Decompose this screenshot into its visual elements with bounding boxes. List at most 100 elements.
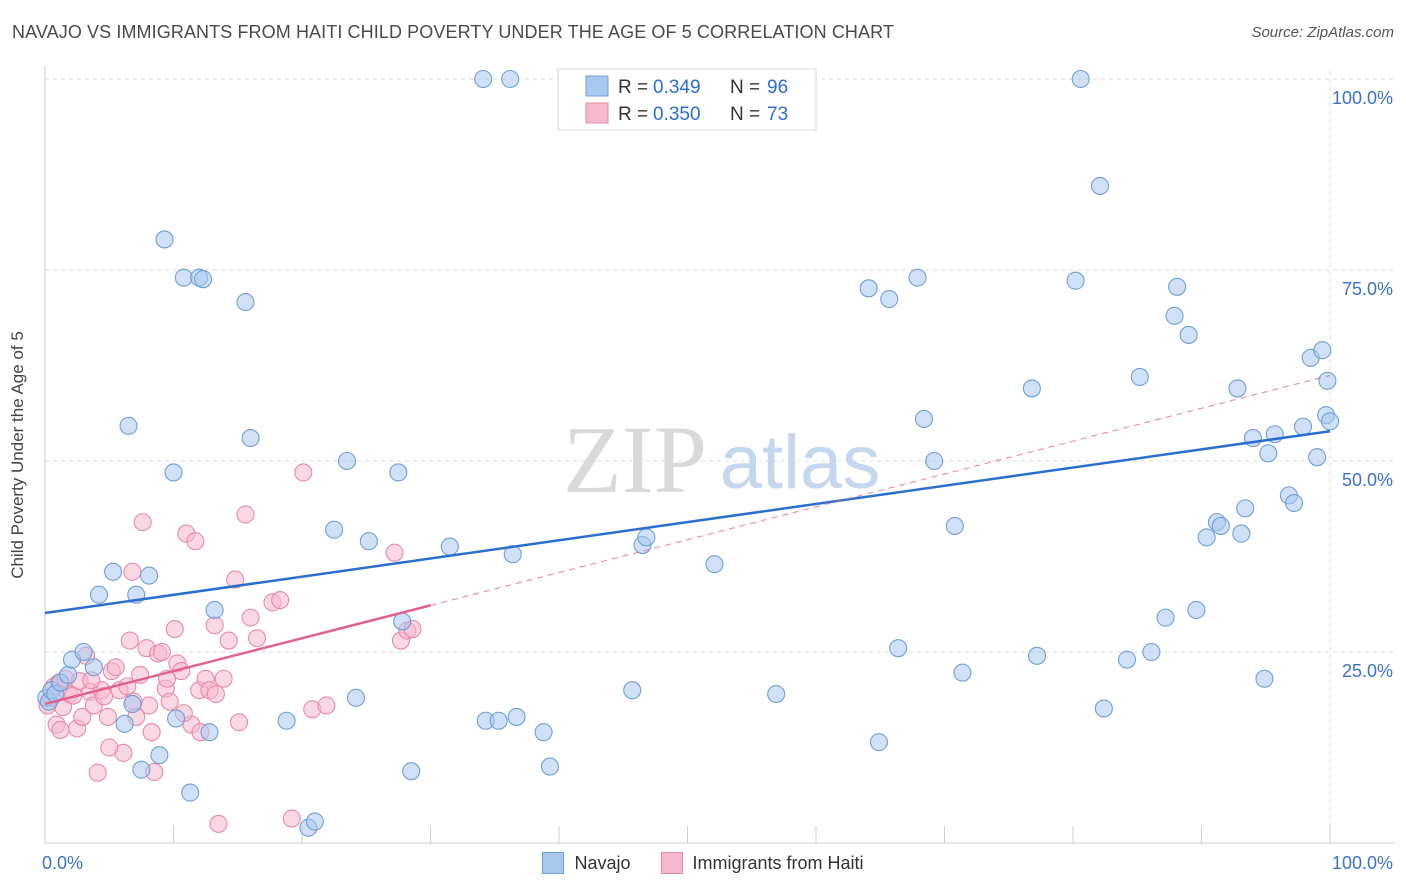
navajo-point-59 <box>914 409 933 429</box>
stats-legend-r-value-navajo: 0.349 <box>653 77 701 98</box>
navajo-point-33 <box>337 451 357 471</box>
bottom-legend: Navajo Immigrants from Haiti <box>0 852 1406 874</box>
haiti-point-38 <box>186 532 205 551</box>
navajo-point-55 <box>869 733 889 752</box>
navajo-point-42 <box>489 711 508 730</box>
navajo-point-46 <box>534 723 553 742</box>
stats-legend: R = 0.349 N = 96 R = 0.350 N = 73 <box>557 68 817 131</box>
navajo-point-12 <box>119 416 138 435</box>
legend-item-navajo[interactable]: Navajo <box>542 852 631 874</box>
stats-legend-n-value-haiti: 73 <box>767 104 788 125</box>
navajo-point-69 <box>1117 650 1137 669</box>
navajo-point-79 <box>1211 516 1230 535</box>
navajo-point-72 <box>1156 608 1175 627</box>
navajo-point-84 <box>1255 669 1274 688</box>
haiti-point-63 <box>100 738 119 757</box>
navajo-point-76 <box>1187 600 1206 620</box>
stats-legend-n-label-navajo: N = <box>730 77 760 98</box>
haiti-point-56 <box>317 696 336 715</box>
haiti-trend-line-dashed <box>430 374 1331 606</box>
navajo-point-22 <box>181 783 200 802</box>
navajo-point-81 <box>1232 524 1251 543</box>
navajo-point-53 <box>767 684 786 704</box>
legend-swatch-haiti <box>660 852 683 874</box>
navajo-points-group <box>37 69 1340 837</box>
navajo-point-25 <box>200 723 219 742</box>
navajo-point-7 <box>74 642 93 662</box>
haiti-point-43 <box>209 814 228 833</box>
x-tick-label-0: 0.0% <box>42 853 83 873</box>
haiti-point-9 <box>73 707 92 726</box>
stats-legend-swatch-haiti <box>585 102 609 124</box>
navajo-point-15 <box>132 760 151 779</box>
navajo-point-19 <box>164 463 183 482</box>
y-tick-label-1: 50.0% <box>1342 470 1393 490</box>
watermark-atlas: atlas <box>720 420 881 505</box>
haiti-point-30 <box>152 642 171 662</box>
navajo-point-38 <box>402 762 421 781</box>
legend-item-haiti[interactable]: Immigrants from Haiti <box>660 852 864 874</box>
navajo-point-9 <box>89 585 109 604</box>
navajo-point-39 <box>440 537 459 556</box>
watermark: ZIP atlas <box>563 406 880 513</box>
haiti-points-group <box>38 463 422 833</box>
navajo-point-88 <box>1284 493 1304 513</box>
haiti-point-45 <box>219 631 238 650</box>
haiti-point-52 <box>271 590 290 610</box>
navajo-point-68 <box>1094 699 1113 718</box>
stats-legend-n-value-navajo: 96 <box>767 77 788 98</box>
navajo-point-10 <box>104 562 123 581</box>
navajo-point-49 <box>623 681 642 700</box>
haiti-point-18 <box>106 658 125 677</box>
haiti-point-66 <box>142 723 161 742</box>
navajo-point-16 <box>140 566 159 585</box>
haiti-point-22 <box>120 631 139 650</box>
navajo-point-45 <box>507 707 526 726</box>
navajo-point-8 <box>84 658 103 677</box>
navajo-point-56 <box>880 289 899 309</box>
haiti-point-53 <box>282 809 301 828</box>
navajo-point-60 <box>925 451 944 471</box>
stats-legend-n-label-haiti: N = <box>730 104 760 125</box>
chart-title: NAVAJO VS IMMIGRANTS FROM HAITI CHILD PO… <box>12 22 894 42</box>
watermark-zip: ZIP <box>563 406 707 513</box>
navajo-point-40 <box>474 69 493 89</box>
navajo-point-91 <box>1308 448 1327 467</box>
stats-legend-r-value-haiti: 0.350 <box>653 104 701 125</box>
navajo-point-71 <box>1142 642 1161 662</box>
navajo-point-5 <box>59 665 78 684</box>
navajo-point-32 <box>325 520 344 539</box>
navajo-point-13 <box>123 694 142 714</box>
navajo-point-66 <box>1071 69 1090 89</box>
y-tick-label-3: 100.0% <box>1332 88 1393 108</box>
y-tick-label-2: 75.0% <box>1342 279 1393 299</box>
haiti-point-57 <box>385 543 404 562</box>
navajo-point-17 <box>150 746 169 765</box>
navajo-point-21 <box>174 268 193 287</box>
haiti-point-16 <box>98 707 118 726</box>
navajo-point-58 <box>908 268 927 287</box>
navajo-point-36 <box>389 463 408 482</box>
navajo-point-43 <box>501 69 520 89</box>
haiti-point-13 <box>88 763 107 782</box>
navajo-point-70 <box>1130 367 1149 387</box>
navajo-point-20 <box>167 709 186 728</box>
haiti-point-32 <box>160 692 179 711</box>
haiti-point-27 <box>140 696 159 715</box>
trend-lines <box>44 374 1331 706</box>
navajo-point-61 <box>945 516 964 535</box>
navajo-point-34 <box>346 688 366 707</box>
navajo-point-77 <box>1197 528 1216 547</box>
navajo-point-64 <box>1027 646 1047 665</box>
navajo-point-57 <box>889 639 908 658</box>
haiti-point-50 <box>247 629 267 648</box>
navajo-point-29 <box>277 711 296 730</box>
x-tick-label-1: 100.0% <box>1332 853 1393 873</box>
source-label: Source: ZipAtlas.com <box>1251 24 1394 41</box>
navajo-point-92 <box>1313 341 1332 360</box>
haiti-point-47 <box>229 713 249 732</box>
navajo-point-18 <box>155 230 174 249</box>
navajo-point-95 <box>1320 412 1340 431</box>
haiti-point-49 <box>241 608 260 627</box>
navajo-point-37 <box>393 612 412 631</box>
